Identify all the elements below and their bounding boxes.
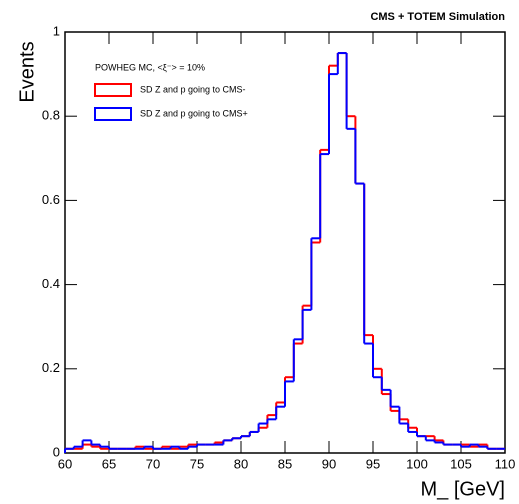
x-tick-label: 110 [495,456,516,471]
legend-label: SD Z and p going to CMS- [140,84,246,94]
legend-label: SD Z and p going to CMS+ [140,108,248,118]
x-tick-label: 70 [146,456,160,471]
x-tick-label: 105 [450,456,472,471]
x-tick-label: 60 [58,456,72,471]
y-tick-label: 0.2 [42,360,60,375]
legend-swatch [94,83,132,97]
x-tick-label: 80 [234,456,248,471]
y-tick-label: 0.4 [42,276,60,291]
x-axis-label: M_ [GeV] [421,478,505,500]
x-tick-label: 95 [366,456,380,471]
y-tick-label: 0 [53,444,60,459]
legend-title: POWHEG MC, <ξ⁻> = 10% [95,62,205,72]
y-tick-label: 0.6 [42,192,60,207]
y-tick-label: 1 [53,23,60,38]
x-tick-label: 100 [406,456,428,471]
x-tick-label: 75 [190,456,204,471]
legend-swatch [94,107,132,121]
chart-title: CMS + TOTEM Simulation [370,11,505,23]
x-tick-label: 65 [102,456,116,471]
y-axis-label: Events [16,41,38,102]
x-tick-label: 90 [322,456,336,471]
y-tick-label: 0.8 [42,108,60,123]
x-tick-label: 85 [278,456,292,471]
